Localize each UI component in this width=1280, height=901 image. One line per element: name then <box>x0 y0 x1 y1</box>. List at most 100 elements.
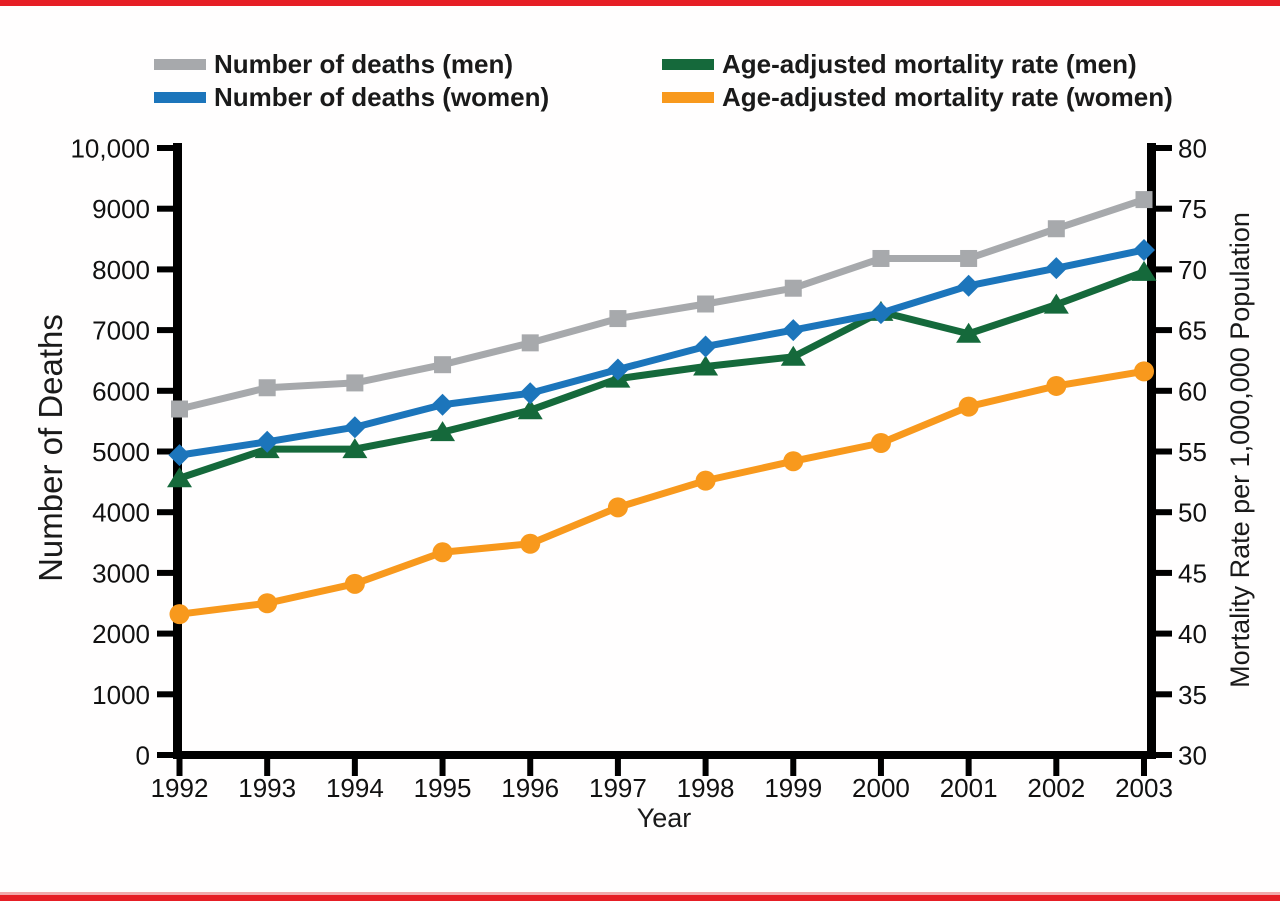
right-axis-tick-label: 35 <box>1178 680 1207 710</box>
marker-rate-women <box>169 604 190 625</box>
right-axis-tick-label: 55 <box>1178 437 1207 467</box>
x-axis-tick <box>527 757 534 776</box>
left-axis-tick-label: 4000 <box>92 498 150 528</box>
marker-deaths-women <box>168 444 191 467</box>
marker-rate-women <box>344 573 365 594</box>
left-axis-tick <box>157 691 177 698</box>
right-axis-tick-label: 40 <box>1178 619 1207 649</box>
marker-deaths-women <box>694 335 717 358</box>
legend-swatch-deaths-men <box>154 58 206 70</box>
x-axis-title: Year <box>636 803 692 833</box>
left-axis-tick <box>157 327 177 334</box>
marker-rate-women <box>958 396 979 417</box>
series-rate-women <box>169 361 1154 625</box>
right-axis-tick <box>1152 509 1172 516</box>
marker-rate-men <box>693 355 719 376</box>
x-axis-tick <box>790 757 797 776</box>
x-axis-tick-label: 1992 <box>151 773 209 803</box>
right-axis-tick-label: 60 <box>1178 376 1207 406</box>
chart-legend: Number of deaths (men) Number of deaths … <box>0 49 1280 115</box>
x-axis-tick-label: 1999 <box>764 773 822 803</box>
legend-column-rates: Age-adjusted mortality rate (men) Age-ad… <box>662 49 1173 112</box>
series-line-deaths-men <box>176 196 1148 413</box>
legend-item-deaths-women: Number of deaths (women) <box>154 82 549 112</box>
legend-item-rate-women: Age-adjusted mortality rate (women) <box>662 82 1173 112</box>
left-y-axis-title: Number of Deaths <box>32 314 69 582</box>
x-axis-tick <box>702 757 709 776</box>
marker-deaths-women <box>869 302 892 325</box>
marker-rate-women <box>607 497 628 518</box>
x-axis-tick <box>351 757 358 776</box>
x-axis-tick-label: 1996 <box>501 773 559 803</box>
x-axis-tick-label: 2003 <box>1115 773 1173 803</box>
bottom-red-border <box>0 895 1280 901</box>
marker-deaths-men <box>784 279 802 297</box>
right-axis-tick-label: 75 <box>1178 194 1207 224</box>
marker-deaths-men <box>434 356 452 374</box>
right-axis-tick <box>1152 145 1172 151</box>
right-y-axis-spine <box>1147 143 1156 759</box>
marker-deaths-men <box>960 249 978 267</box>
series-deaths-women <box>168 238 1155 467</box>
marker-rate-women <box>432 542 453 563</box>
right-axis-tick <box>1152 205 1172 212</box>
marker-deaths-women <box>957 274 980 297</box>
x-axis-tick-label: 1995 <box>414 773 472 803</box>
x-axis-spine <box>173 751 1156 759</box>
left-axis-tick <box>157 752 177 758</box>
marker-rate-men <box>167 467 192 488</box>
x-axis-tick-label: 2000 <box>852 773 910 803</box>
left-axis-tick-label: 7000 <box>92 316 150 346</box>
left-axis-tick-label: 8000 <box>92 255 150 285</box>
marker-deaths-men <box>346 374 364 392</box>
x-axis-tick-label: 2001 <box>940 773 998 803</box>
legend-swatch-rate-women <box>662 91 714 103</box>
marker-rate-women <box>1134 361 1154 382</box>
marker-deaths-men <box>1047 220 1065 238</box>
x-axis-tick-label: 2002 <box>1027 773 1085 803</box>
marker-rate-men <box>1043 293 1069 314</box>
marker-deaths-men <box>171 400 188 418</box>
marker-deaths-women <box>1133 238 1155 261</box>
x-axis-tick-label: 1994 <box>326 773 384 803</box>
x-axis-tick <box>264 757 271 776</box>
x-axis-tick-label: 1993 <box>238 773 296 803</box>
marker-rate-men <box>430 421 456 442</box>
x-axis-tick <box>439 757 446 776</box>
x-axis-tick <box>614 757 621 776</box>
marker-rate-men <box>342 438 368 459</box>
marker-rate-women <box>695 470 716 491</box>
right-axis-tick <box>1152 752 1172 758</box>
legend-item-deaths-men: Number of deaths (men) <box>154 49 549 79</box>
left-axis-tick <box>157 630 177 637</box>
right-axis-tick <box>1152 630 1172 637</box>
right-y-axis-title: Mortality Rate per 1,000,000 Population <box>1225 212 1255 688</box>
left-axis-tick-label: 9000 <box>92 194 150 224</box>
x-axis-tick <box>877 757 884 776</box>
x-axis-tick-label: 1997 <box>589 773 647 803</box>
series-rate-men <box>167 260 1157 488</box>
legend-swatch-rate-men <box>662 58 714 70</box>
marker-deaths-men <box>521 334 539 352</box>
left-axis-tick-label: 2000 <box>92 619 150 649</box>
x-axis-tick <box>1141 757 1147 776</box>
right-axis-tick-label: 80 <box>1178 134 1207 164</box>
x-axis-tick <box>1053 757 1060 776</box>
series-line-deaths-women <box>176 246 1148 459</box>
marker-rate-women <box>783 451 804 472</box>
left-axis-tick <box>157 509 177 516</box>
legend-label-deaths-men: Number of deaths (men) <box>214 49 514 79</box>
right-axis-tick <box>1152 327 1172 334</box>
marker-rate-men <box>780 345 806 366</box>
bottom-red-border-highlight <box>0 892 1280 895</box>
left-axis-tick-label: 10,000 <box>70 134 150 164</box>
right-axis-tick-label: 50 <box>1178 498 1207 528</box>
marker-rate-women <box>870 433 891 454</box>
marker-deaths-men <box>609 310 627 328</box>
left-axis-tick-label: 0 <box>136 741 150 771</box>
marker-deaths-women <box>431 393 454 416</box>
marker-deaths-women <box>1045 257 1068 280</box>
right-axis-tick-label: 30 <box>1178 741 1207 771</box>
